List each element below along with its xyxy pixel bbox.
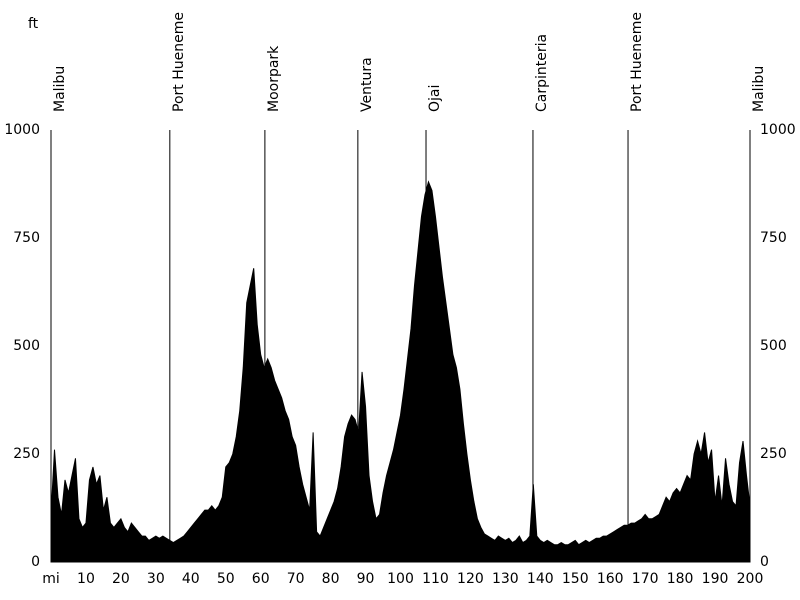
place-label: Carpinteria — [534, 34, 550, 112]
y-tick-label-left: 0 — [31, 554, 40, 570]
x-tick-label: 200 — [737, 571, 764, 587]
x-tick-label: 160 — [597, 571, 624, 587]
place-label: Port Hueneme — [171, 12, 187, 112]
y-axis-label: ft — [28, 16, 39, 32]
x-tick-label: 80 — [322, 571, 340, 587]
place-label: Moorpark — [266, 45, 282, 112]
x-tick-label: 30 — [147, 571, 165, 587]
x-tick-label: 90 — [357, 571, 375, 587]
x-tick-label: 10 — [77, 571, 95, 587]
y-tick-label-right: 750 — [760, 230, 787, 246]
x-tick-label: 170 — [632, 571, 659, 587]
x-tick-label: 180 — [667, 571, 694, 587]
x-tick-label: 70 — [287, 571, 305, 587]
x-tick-label: 120 — [457, 571, 484, 587]
x-tick-label: 60 — [252, 571, 270, 587]
y-tick-label-right: 250 — [760, 446, 787, 462]
y-tick-label-left: 250 — [13, 446, 40, 462]
place-label: Malibu — [52, 66, 68, 112]
y-tick-label-left: 500 — [13, 338, 40, 354]
x-tick-label: 100 — [387, 571, 414, 587]
x-tick-label: 150 — [562, 571, 589, 587]
x-tick-label: 130 — [492, 571, 519, 587]
x-tick-label: 190 — [702, 571, 729, 587]
x-tick-label: 140 — [527, 571, 554, 587]
place-label: Malibu — [751, 66, 767, 112]
x-tick-label: mi — [42, 571, 60, 587]
x-tick-label: 50 — [217, 571, 235, 587]
x-tick-label: 40 — [182, 571, 200, 587]
y-tick-label-right: 0 — [760, 554, 769, 570]
place-label: Ojai — [427, 85, 443, 112]
y-tick-label-left: 1000 — [4, 122, 40, 138]
place-label: Port Hueneme — [629, 12, 645, 112]
place-label: Ventura — [359, 57, 375, 112]
x-tick-label: 20 — [112, 571, 130, 587]
elevation-area — [50, 180, 751, 563]
y-tick-label-right: 1000 — [760, 122, 796, 138]
x-tick-label: 110 — [422, 571, 449, 587]
y-tick-label-right: 500 — [760, 338, 787, 354]
y-tick-label-left: 750 — [13, 230, 40, 246]
